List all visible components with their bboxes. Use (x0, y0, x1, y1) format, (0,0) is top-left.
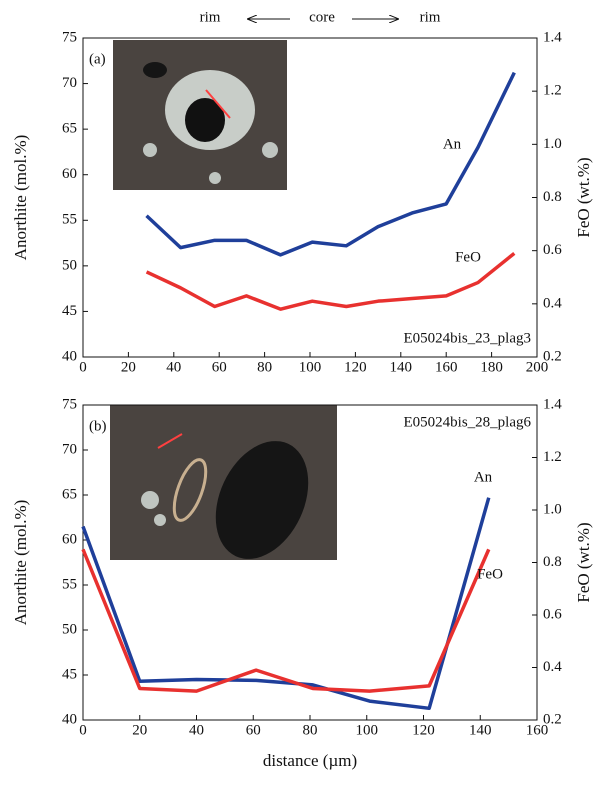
x-tick-label: 180 (480, 359, 503, 375)
y2-tick-label: 0.8 (543, 554, 562, 570)
figure: 0204060801001201401601802004045505560657… (0, 0, 598, 782)
y-tick-label: 55 (62, 576, 77, 592)
inset-a (113, 40, 287, 190)
inset-b (110, 405, 337, 574)
x-tick-label: 120 (344, 359, 367, 375)
y-tick-label: 75 (62, 29, 77, 45)
y-tick-label: 65 (62, 486, 77, 502)
direction-label: rim (420, 9, 441, 25)
x-tick-label: 20 (132, 722, 147, 738)
x-tick-label: 140 (390, 359, 413, 375)
y-axis-label: Anorthite (mol.%) (11, 135, 30, 261)
x-tick-label: 40 (189, 722, 204, 738)
series-label: FeO (477, 566, 503, 582)
y2-tick-label: 0.6 (543, 242, 562, 258)
y-tick-label: 60 (62, 166, 77, 182)
x-tick-label: 120 (412, 722, 435, 738)
y2-axis-label: FeO (wt.%) (574, 157, 593, 237)
y-tick-label: 45 (62, 303, 77, 319)
series-label: An (443, 136, 462, 152)
x-tick-label: 40 (166, 359, 181, 375)
y2-tick-label: 1.0 (543, 136, 562, 152)
x-tick-label: 100 (299, 359, 322, 375)
y-tick-label: 75 (62, 396, 77, 412)
x-tick-label: 140 (469, 722, 492, 738)
x-tick-label: 0 (79, 359, 87, 375)
y-tick-label: 50 (62, 257, 77, 273)
y-tick-label: 60 (62, 531, 77, 547)
y-tick-label: 70 (62, 441, 77, 457)
y2-tick-label: 1.2 (543, 83, 562, 99)
y2-tick-label: 1.2 (543, 449, 562, 465)
y2-tick-label: 0.4 (543, 659, 562, 675)
y2-tick-label: 1.0 (543, 501, 562, 517)
x-tick-label: 60 (246, 722, 261, 738)
y-tick-label: 40 (62, 711, 77, 727)
x-tick-label: 80 (257, 359, 272, 375)
direction-label: core (309, 9, 335, 25)
y-tick-label: 65 (62, 121, 77, 137)
series-label: FeO (455, 249, 481, 265)
direction-label: rim (200, 9, 221, 25)
y2-tick-label: 0.2 (543, 348, 562, 364)
panel-label: (b) (89, 418, 107, 434)
x-tick-label: 20 (121, 359, 136, 375)
x-tick-label: 80 (303, 722, 318, 738)
y2-tick-label: 0.6 (543, 606, 562, 622)
y2-tick-label: 1.4 (543, 29, 562, 45)
sample-label: E05024bis_28_plag6 (404, 414, 532, 430)
y2-tick-label: 1.4 (543, 396, 562, 412)
y-tick-label: 50 (62, 621, 77, 637)
y2-tick-label: 0.4 (543, 295, 562, 311)
y-axis-label: Anorthite (mol.%) (11, 500, 30, 626)
x-tick-label: 160 (435, 359, 458, 375)
x-tick-label: 0 (79, 722, 87, 738)
y-tick-label: 70 (62, 75, 77, 91)
y-tick-label: 45 (62, 666, 77, 682)
x-tick-label: 60 (212, 359, 227, 375)
x-tick-label: 100 (356, 722, 379, 738)
series-line (83, 549, 489, 691)
x-axis-label: distance (µm) (263, 751, 357, 770)
y2-axis-label: FeO (wt.%) (574, 522, 593, 602)
y-tick-label: 55 (62, 212, 77, 228)
y2-tick-label: 0.8 (543, 189, 562, 205)
y2-tick-label: 0.2 (543, 711, 562, 727)
series-label: An (474, 469, 493, 485)
y-tick-label: 40 (62, 348, 77, 364)
sample-label: E05024bis_23_plag3 (404, 330, 532, 346)
panel-label: (a) (89, 51, 106, 67)
